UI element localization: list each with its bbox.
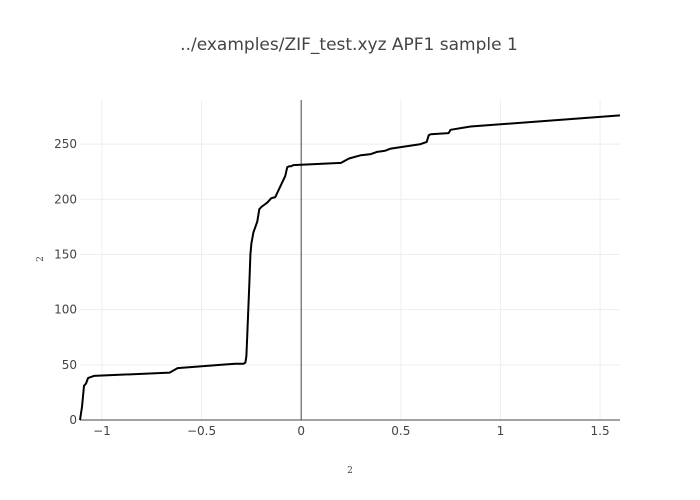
zero-lines xyxy=(80,100,620,421)
y-axis-ticks: 0 50 100 150 200 250 xyxy=(54,137,77,427)
x-tick-label: −0.5 xyxy=(187,424,216,438)
y-tick-label: 150 xyxy=(54,247,77,261)
x-tick-label: 0 xyxy=(297,424,305,438)
x-axis-title: 2 xyxy=(347,466,353,476)
x-tick-label: −1 xyxy=(93,424,111,438)
series-layer xyxy=(79,114,621,421)
y-axis-title: 2 xyxy=(36,256,46,262)
x-tick-label: 0.5 xyxy=(391,424,410,438)
x-tick-label: 1.5 xyxy=(591,424,610,438)
y-tick-label: 50 xyxy=(62,358,77,372)
y-tick-label: 0 xyxy=(69,413,77,427)
x-axis-ticks: −1 −0.5 0 0.5 1 1.5 xyxy=(93,424,610,438)
y-tick-label: 200 xyxy=(54,192,77,206)
series-line xyxy=(79,114,621,421)
x-tick-label: 1 xyxy=(497,424,505,438)
y-tick-label: 100 xyxy=(54,303,77,317)
grid-lines xyxy=(80,100,620,420)
y-tick-label: 250 xyxy=(54,137,77,151)
chart-title: ../examples/ZIF_test.xyz APF1 sample 1 xyxy=(180,35,518,55)
